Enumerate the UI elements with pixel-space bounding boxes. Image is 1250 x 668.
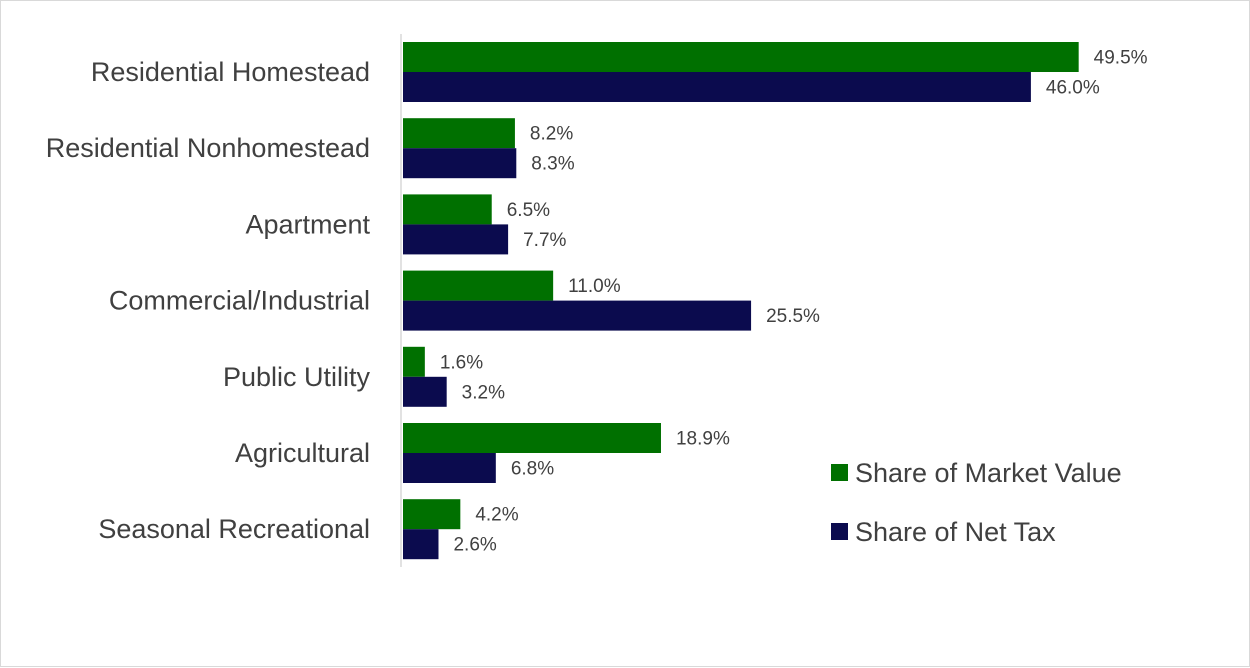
bar-share-of-market-value-residential-homestead: [403, 42, 1079, 72]
data-label-share-of-market-value-public-utility: 1.6%: [440, 352, 483, 373]
bar-share-of-market-value-agricultural: [403, 423, 661, 453]
data-label-share-of-net-tax-agricultural: 6.8%: [511, 459, 554, 480]
data-label-share-of-market-value-apartment: 6.5%: [507, 200, 550, 221]
data-label-share-of-net-tax-residential-homestead: 46.0%: [1046, 78, 1100, 99]
data-label-share-of-net-tax-seasonal-recreational: 2.6%: [453, 535, 496, 556]
bar-share-of-net-tax-apartment: [403, 224, 509, 255]
legend: Share of Market Value Share of Net Tax: [831, 458, 1122, 547]
category-label-residential-nonhomestead: Residential Nonhomestead: [46, 133, 370, 163]
bar-share-of-market-value-public-utility: [403, 346, 425, 377]
bar-share-of-net-tax-residential-homestead: [403, 72, 1031, 102]
data-label-share-of-market-value-residential-nonhomestead: 8.2%: [530, 124, 573, 145]
bar-share-of-net-tax-agricultural: [403, 453, 496, 483]
legend-label-share-of-net-tax: Share of Net Tax: [855, 517, 1056, 547]
data-label-share-of-net-tax-apartment: 7.7%: [523, 230, 566, 251]
category-label-apartment: Apartment: [245, 209, 370, 239]
data-label-share-of-net-tax-residential-nonhomestead: 8.3%: [531, 154, 574, 175]
data-label-share-of-net-tax-public-utility: 3.2%: [462, 382, 505, 403]
data-label-share-of-market-value-residential-homestead: 49.5%: [1094, 48, 1148, 69]
bar-share-of-market-value-seasonal-recreational: [403, 499, 461, 530]
category-label-commercial-industrial: Commercial/Industrial: [109, 286, 370, 316]
category-label-seasonal-recreational: Seasonal Recreational: [98, 514, 370, 544]
category-labels: Residential Homestead Residential Nonhome…: [46, 57, 371, 544]
bar-share-of-net-tax-public-utility: [403, 376, 447, 407]
bar-share-of-market-value-residential-nonhomestead: [403, 118, 515, 149]
data-label-share-of-market-value-seasonal-recreational: 4.2%: [475, 505, 518, 526]
bar-share-of-net-tax-commercial-industrial: [403, 300, 752, 331]
legend-swatch-share-of-net-tax: [831, 523, 848, 540]
category-label-residential-homestead: Residential Homestead: [91, 57, 370, 87]
category-label-public-utility: Public Utility: [223, 362, 371, 392]
data-label-share-of-market-value-agricultural: 18.9%: [676, 429, 730, 450]
legend-swatch-share-of-market-value: [831, 464, 848, 481]
data-label-share-of-net-tax-commercial-industrial: 25.5%: [766, 306, 820, 327]
bar-share-of-market-value-apartment: [403, 194, 492, 225]
legend-label-share-of-market-value: Share of Market Value: [855, 458, 1122, 488]
data-label-share-of-market-value-commercial-industrial: 11.0%: [568, 276, 621, 297]
category-label-agricultural: Agricultural: [235, 438, 370, 468]
bars: [403, 42, 1079, 560]
bar-share-of-net-tax-seasonal-recreational: [403, 529, 439, 560]
data-labels: 49.5% 46.0% 8.2% 8.3% 6.5% 7.7% 11.0% 25.5% 1.6%…: [440, 48, 1148, 556]
bar-share-of-net-tax-residential-nonhomestead: [403, 148, 517, 179]
bar-share-of-market-value-commercial-industrial: [403, 270, 554, 301]
